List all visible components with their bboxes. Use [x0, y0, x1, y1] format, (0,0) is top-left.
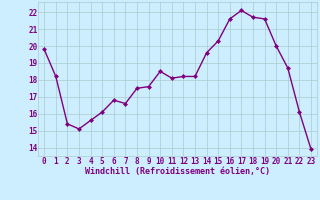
X-axis label: Windchill (Refroidissement éolien,°C): Windchill (Refroidissement éolien,°C)	[85, 167, 270, 176]
